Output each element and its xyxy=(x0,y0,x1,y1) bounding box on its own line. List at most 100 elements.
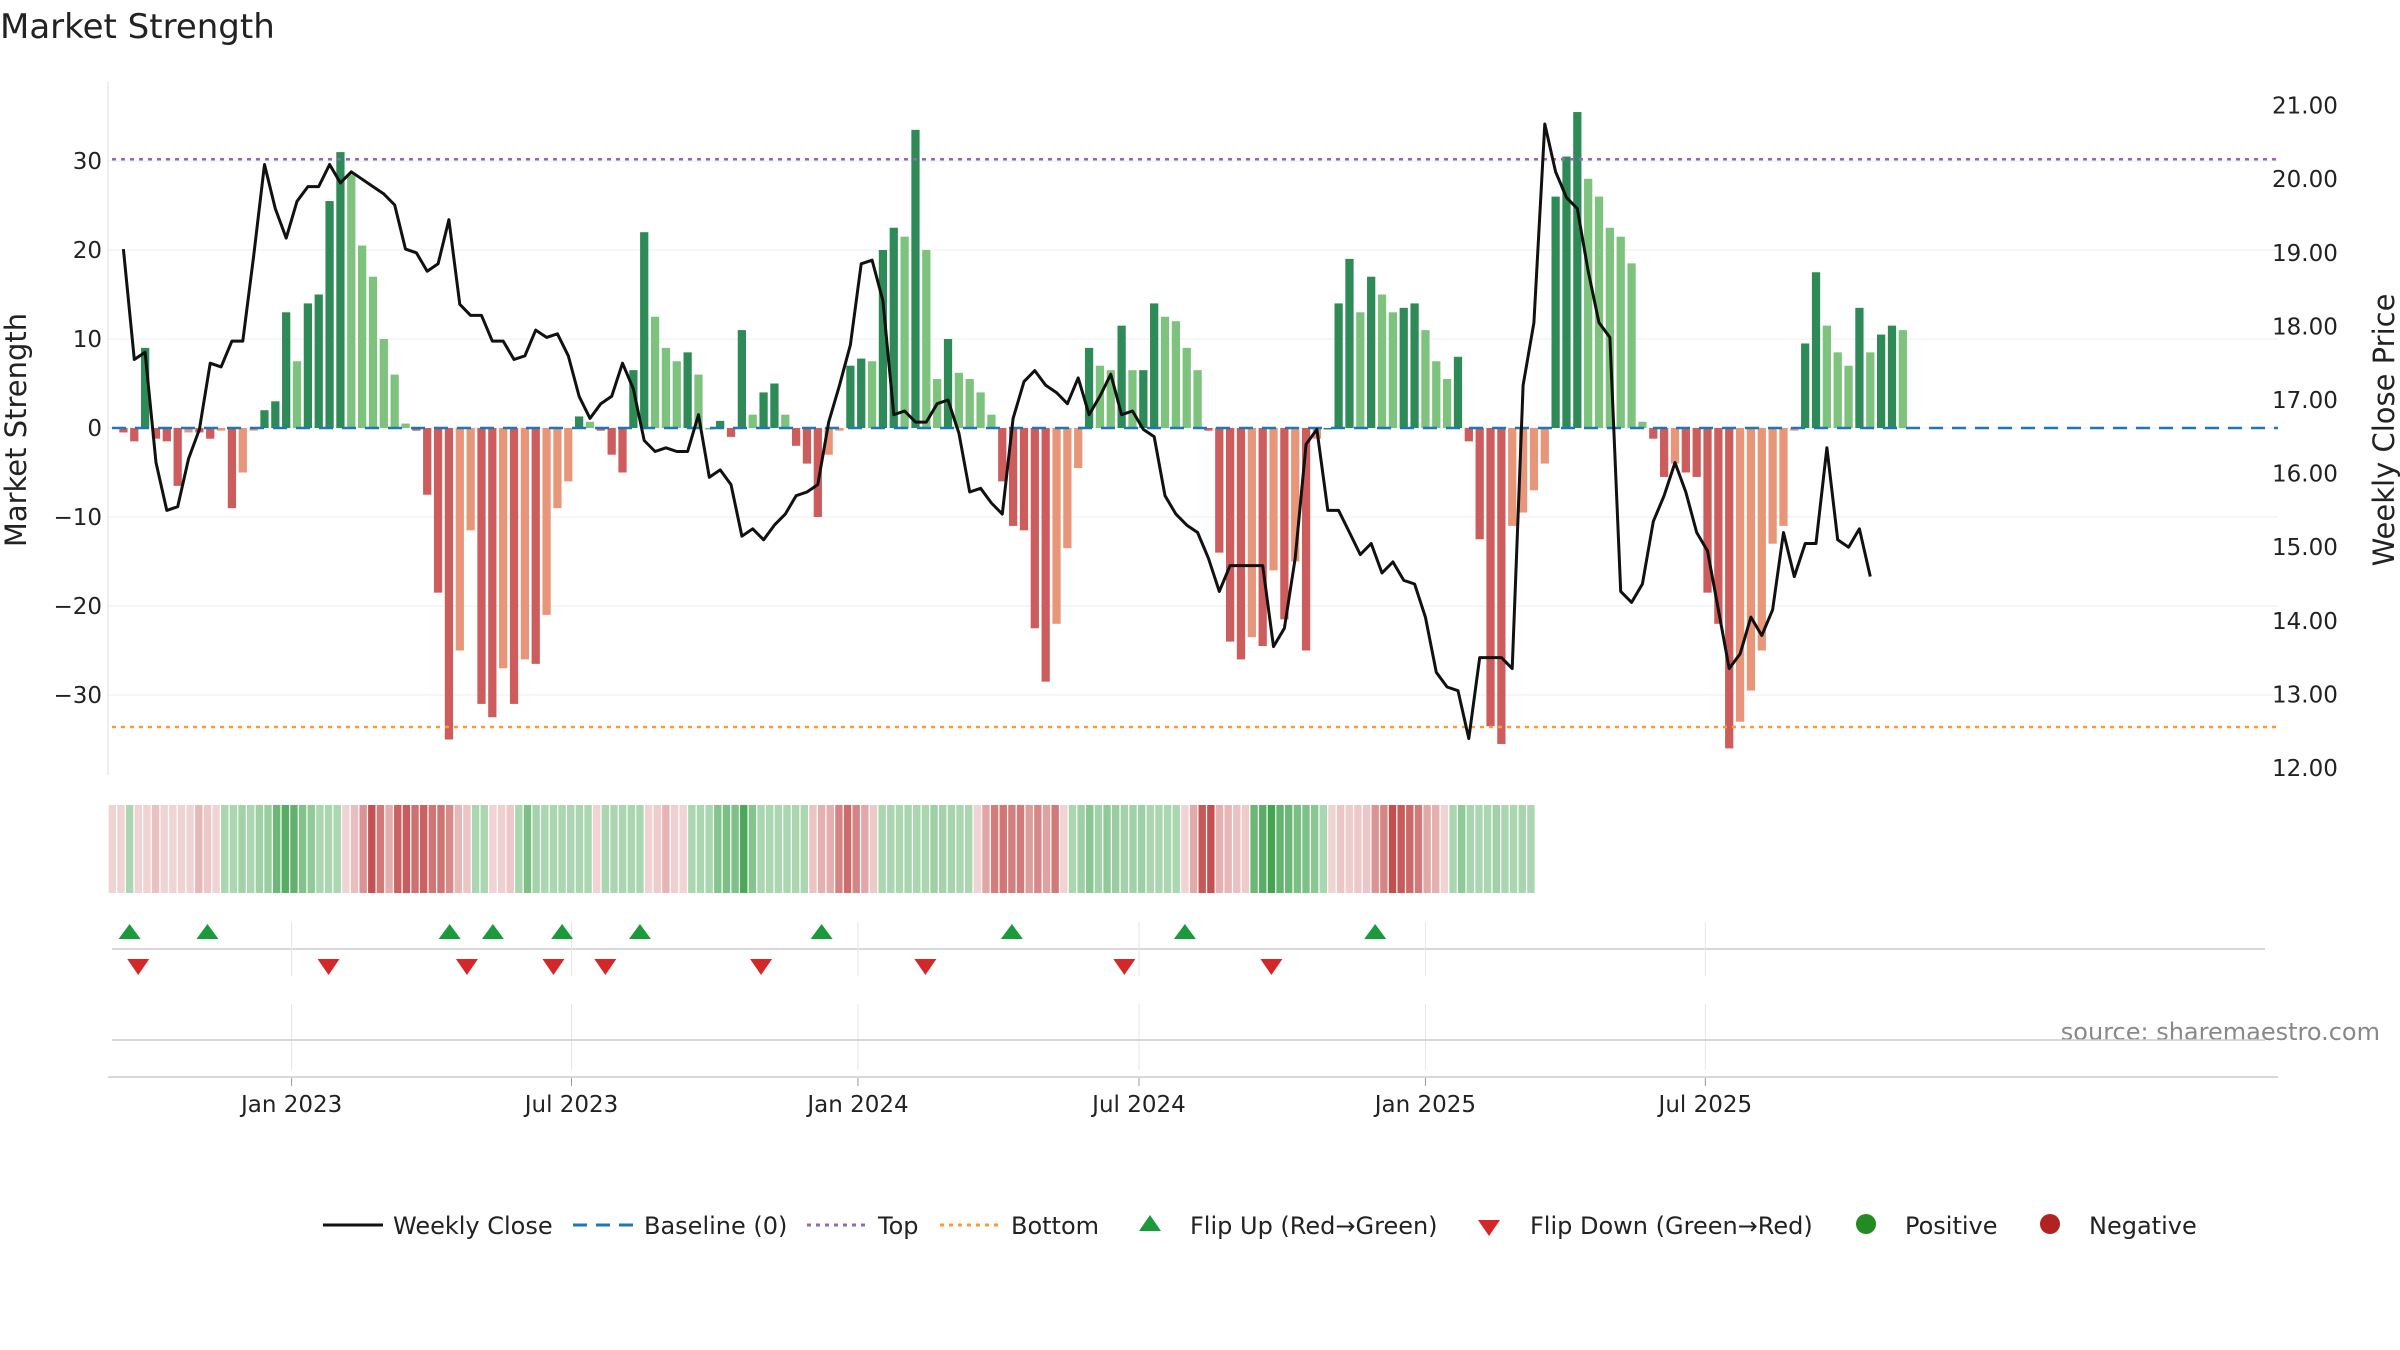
heat-cell xyxy=(532,805,540,893)
right-tick-label: 20.00 xyxy=(2272,167,2338,193)
strength-bar xyxy=(987,414,996,428)
heat-cell xyxy=(817,805,826,893)
heat-cell xyxy=(913,805,921,893)
strength-bar xyxy=(1898,330,1907,428)
strength-bar xyxy=(640,232,649,428)
heat-cell xyxy=(1051,805,1059,893)
heat-cell xyxy=(1034,805,1042,893)
heat-cell xyxy=(869,805,878,893)
heat-cell xyxy=(895,805,904,893)
heat-cell xyxy=(1458,805,1466,893)
strength-bar xyxy=(1822,325,1831,428)
strength-bar xyxy=(292,361,302,428)
strength-bar xyxy=(672,361,681,428)
strength-bar xyxy=(1041,428,1050,682)
heat-cell xyxy=(1354,805,1362,893)
left-tick-label: −30 xyxy=(53,683,102,709)
heat-cell xyxy=(134,805,142,893)
heat-cell xyxy=(1432,805,1440,893)
heat-cell xyxy=(1163,805,1172,893)
heat-cell xyxy=(999,805,1007,893)
heat-cell xyxy=(636,805,644,893)
strength-bar xyxy=(889,227,898,428)
right-tick-label: 17.00 xyxy=(2272,388,2338,414)
heat-cell xyxy=(982,805,990,893)
heat-cell xyxy=(489,805,497,893)
strength-bar xyxy=(1139,370,1148,428)
strength-bar xyxy=(227,428,237,509)
left-tick-label: 20 xyxy=(73,238,102,264)
heat-cell xyxy=(1008,805,1016,893)
heat-cell xyxy=(757,805,765,893)
strength-bar xyxy=(119,428,128,433)
strength-bar xyxy=(1779,428,1788,526)
axis-ticks: 30 20 10 0 −10 −20 −30 21.00 20.00 19.00 18.00 17.0… xyxy=(53,94,2337,782)
heat-cell xyxy=(973,805,981,893)
strength-bar xyxy=(1052,428,1061,624)
strength-bar xyxy=(1421,330,1430,428)
strength-bar xyxy=(130,428,139,442)
flip-down-marker xyxy=(750,959,773,975)
heat-cell xyxy=(584,805,592,893)
strength-bar xyxy=(1106,370,1115,428)
strength-bar xyxy=(1160,316,1170,428)
heat-cell xyxy=(1501,805,1509,893)
heat-cell xyxy=(714,805,722,893)
strength-bar xyxy=(542,428,551,615)
strength-bar xyxy=(1877,334,1886,428)
strength-bar xyxy=(759,392,768,428)
heat-cell xyxy=(835,805,843,893)
legend-label: Baseline (0) xyxy=(644,1212,787,1240)
heat-cell xyxy=(593,805,601,893)
weekly-close-line xyxy=(121,122,1872,741)
heat-cell xyxy=(653,805,661,893)
strength-bar xyxy=(1247,428,1256,638)
heat-cell xyxy=(740,805,748,893)
heat-cell xyxy=(610,805,618,893)
strength-bar xyxy=(401,423,410,428)
strength-bar xyxy=(1475,428,1484,540)
strength-bar xyxy=(1638,421,1647,428)
heat-cell xyxy=(212,805,220,893)
heat-cell xyxy=(1527,805,1535,893)
heat-cell xyxy=(964,805,973,893)
strength-bar xyxy=(835,428,844,431)
empty-panel xyxy=(112,1004,2265,1070)
heat-cell xyxy=(887,805,895,893)
legend-label: Flip Down (Green→Red) xyxy=(1530,1212,1813,1240)
heat-cell xyxy=(454,805,462,893)
strength-bar xyxy=(1594,196,1604,428)
strength-heat-strip xyxy=(108,805,1535,893)
heat-cell xyxy=(627,805,635,893)
strength-bar xyxy=(1084,347,1094,428)
strength-bar xyxy=(1508,428,1517,526)
strength-bar xyxy=(455,428,464,651)
left-tick-label: −20 xyxy=(53,594,102,620)
heat-cell xyxy=(670,805,679,893)
heat-cell xyxy=(1112,805,1120,893)
strength-bar xyxy=(1258,428,1267,647)
heat-cell xyxy=(316,805,324,893)
heat-cell xyxy=(1068,805,1077,893)
heat-cell xyxy=(1483,805,1492,893)
strength-bar xyxy=(857,358,866,428)
heat-cell xyxy=(1198,805,1206,893)
heat-cell xyxy=(333,805,341,893)
strength-bar xyxy=(1660,428,1669,477)
strength-bar xyxy=(585,421,595,428)
heat-cell xyxy=(774,805,783,893)
strength-bar xyxy=(1443,379,1452,428)
heat-cell xyxy=(1362,805,1371,893)
source-credit: source: sharemaestro.com xyxy=(2061,1018,2380,1046)
heat-cell xyxy=(1120,805,1129,893)
heat-cell xyxy=(1518,805,1526,893)
heat-cell xyxy=(956,805,964,893)
legend-label: Bottom xyxy=(1011,1212,1099,1240)
strength-bar xyxy=(1323,428,1332,430)
heat-cell xyxy=(601,805,610,893)
heat-cell xyxy=(575,805,584,893)
strength-bar xyxy=(1627,263,1636,428)
right-tick-label: 18.00 xyxy=(2272,314,2338,340)
legend-label: Weekly Close xyxy=(393,1212,553,1240)
flip-up-marker xyxy=(810,924,833,939)
